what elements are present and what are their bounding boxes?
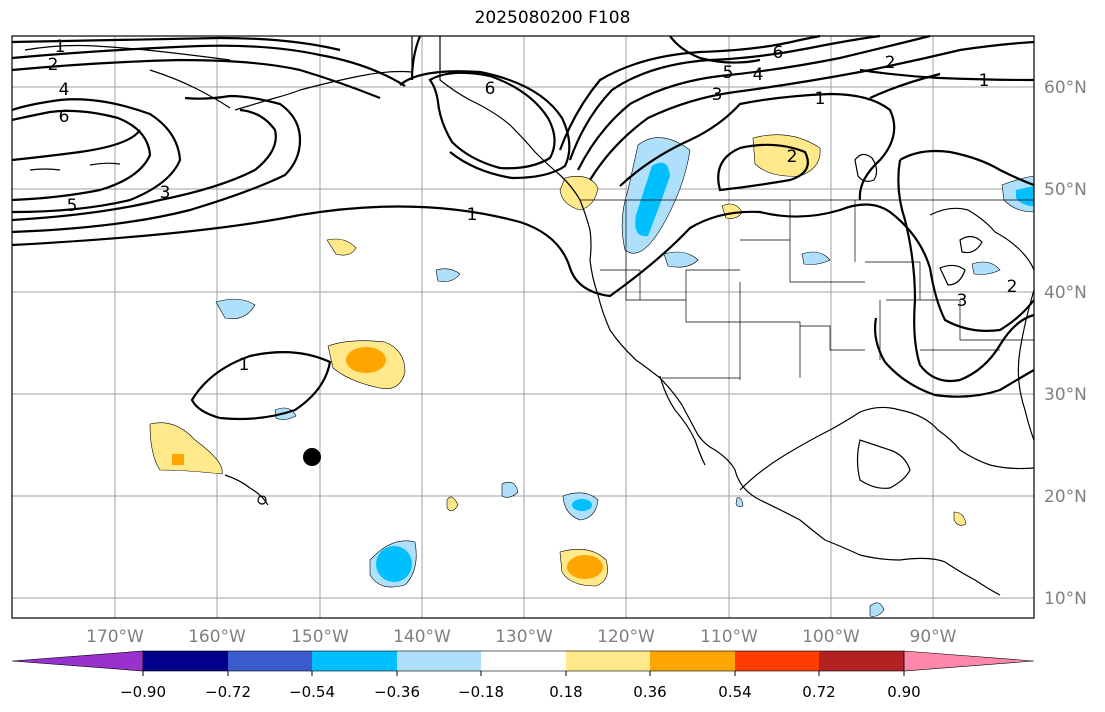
contour-label: 6 [485,79,496,99]
colorbar-tick-label: −0.90 [120,683,166,701]
colorbar-segment [228,651,312,671]
contour-label: 5 [67,196,78,216]
contour-label: 2 [48,55,59,75]
coastlines [24,36,1035,596]
negative-anomaly-region [501,481,519,498]
colorbar-segment [566,651,650,671]
lat-label: 40°N [1044,283,1087,303]
positive-anomaly-core [346,347,386,373]
storm-center-marker [303,448,321,466]
lat-label: 60°N [1044,78,1087,98]
colorbar-segment [735,651,819,671]
hawaii-island [257,495,267,505]
negative-anomaly-region [971,261,1001,275]
contour-label: 1 [467,205,478,225]
lon-label: 110°W [700,627,758,647]
contour-label: 2 [787,147,798,167]
gridlines [12,36,1034,618]
contour-label: 5 [723,63,734,83]
colorbar-segment [650,651,735,671]
positive-anomaly-core [172,454,184,465]
colorbar-segment [397,651,481,671]
contour-label: 1 [239,355,250,375]
colorbar-segment [143,651,228,671]
contour-label: 4 [753,65,764,85]
latitude-labels: 60°N 50°N 40°N 30°N 20°N 10°N [1044,78,1087,609]
anomaly-shading [149,134,1035,617]
contour-label: 6 [773,43,784,63]
colorbar-tick-label: 0.36 [633,683,666,701]
negative-anomaly-region [735,497,744,507]
contour-label: 4 [59,80,70,100]
negative-anomaly-core [572,499,592,511]
lat-label: 10°N [1044,589,1087,609]
positive-anomaly-region [149,422,223,475]
colorbar-segment [819,651,904,671]
positive-anomaly-region [326,238,357,256]
negative-anomaly-core [1016,186,1034,206]
contour-label: 3 [957,291,968,311]
colorbar-tick-label: 0.18 [549,683,582,701]
contour-label: 1 [979,71,990,91]
colorbar-tick-label: 0.90 [887,683,920,701]
lat-label: 20°N [1044,487,1087,507]
positive-anomaly-core [567,555,603,579]
negative-anomaly-region [801,251,831,265]
contour-label: 1 [815,89,826,109]
lon-label: 160°W [188,627,246,647]
contour-label: 2 [1007,277,1018,297]
lon-label: 100°W [802,627,860,647]
lon-label: 170°W [86,627,144,647]
negative-anomaly-core [635,162,670,237]
contour-labels: 1 2 4 6 5 3 1 6 6 5 4 3 2 1 1 2 1 3 2 [48,37,1018,375]
colorbar-tick-label: 0.54 [718,683,751,701]
colorbar-tick-label: 0.72 [802,683,835,701]
contour-label: 1 [55,37,66,57]
colorbar-segment [312,651,397,671]
colorbar-tick-label: −0.36 [374,683,420,701]
map-frame [11,35,1035,619]
colorbar-segment [481,651,566,671]
contour-label: 6 [59,107,70,127]
colorbar-extend-max [903,650,1035,672]
positive-anomaly-region [446,496,459,512]
negative-anomaly-core [376,546,412,582]
negative-anomaly-region [435,268,461,282]
colorbar-ticks [142,671,905,676]
negative-anomaly-region [869,602,885,617]
colorbar-frame [142,650,905,672]
lon-label: 130°W [495,627,553,647]
lon-label: 90°W [910,627,957,647]
longitude-labels: 170°W 160°W 150°W 140°W 130°W 120°W 110°… [86,627,957,647]
contour-label: 2 [885,53,896,73]
positive-anomaly-region [721,203,743,219]
negative-anomaly-region [215,298,256,319]
lat-label: 50°N [1044,180,1087,200]
contour-lines [11,34,1035,421]
colorbar-extend-min [11,650,144,672]
colorbar-tick-label: −0.54 [289,683,335,701]
negative-anomaly-region [663,251,699,268]
lat-label: 30°N [1044,385,1087,405]
contour-label: 3 [160,183,171,203]
colorbar: −0.90 −0.72 −0.54 −0.36 −0.18 0.18 0.36 … [11,650,1035,701]
political-borders [580,199,1034,380]
lon-label: 150°W [291,627,349,647]
lon-label: 120°W [597,627,655,647]
positive-anomaly-region [953,511,967,526]
map-title: 2025080200 F108 [474,8,631,28]
colorbar-tick-label: −0.18 [458,683,504,701]
colorbar-tick-label: −0.72 [205,683,251,701]
contour-label: 3 [712,85,723,105]
lon-label: 140°W [393,627,451,647]
